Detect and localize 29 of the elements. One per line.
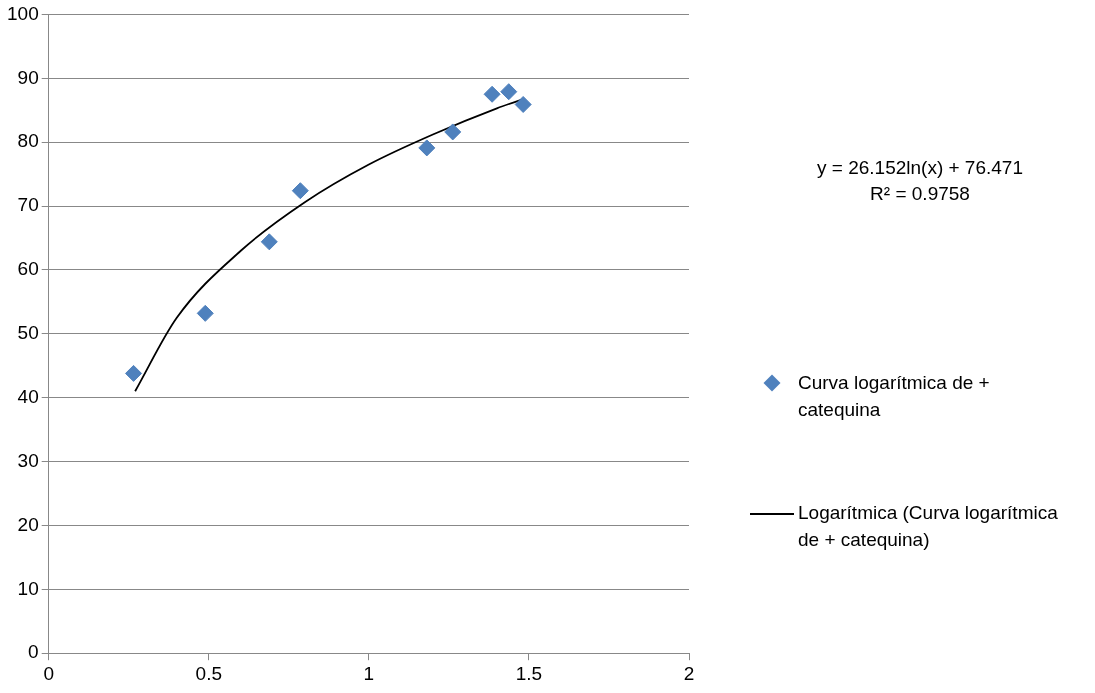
point: [125, 364, 143, 382]
y-tick-label: 30: [17, 449, 39, 471]
point: [196, 304, 214, 322]
x-tick-label: 0: [43, 662, 54, 684]
y-tick-label: 90: [17, 66, 39, 88]
y-tick-label: 80: [17, 130, 39, 152]
point: [418, 139, 436, 157]
x-tick-label: 1: [363, 662, 375, 684]
point: [514, 95, 532, 113]
point: [500, 83, 518, 101]
x-tick-label: 0.5: [195, 662, 222, 684]
point: [483, 85, 501, 103]
y-tick-label: 10: [17, 577, 39, 599]
point: [260, 233, 278, 251]
point: [291, 182, 309, 200]
legend-label: Curva logarítmica de + catequina: [798, 371, 991, 422]
y-tick-label: 0: [28, 641, 39, 663]
y-tick-label: 20: [17, 513, 39, 535]
text: y = 26.152ln(x) + 76.471: [816, 156, 1024, 180]
y-tick-label: 60: [17, 258, 39, 280]
x-tick-label: 1.5: [515, 662, 543, 684]
legend-label: Logarítmica (Curva logarítmica de + catequina): [798, 501, 1059, 552]
y-tick-label: 70: [17, 194, 39, 216]
y-tick-label: 40: [17, 385, 39, 407]
y-tick-label: 50: [17, 322, 39, 344]
point: [444, 123, 462, 141]
text: R² = 0.9758: [869, 181, 971, 206]
y-tick-label: 100: [7, 2, 39, 24]
x-tick-label: 2: [683, 662, 695, 684]
